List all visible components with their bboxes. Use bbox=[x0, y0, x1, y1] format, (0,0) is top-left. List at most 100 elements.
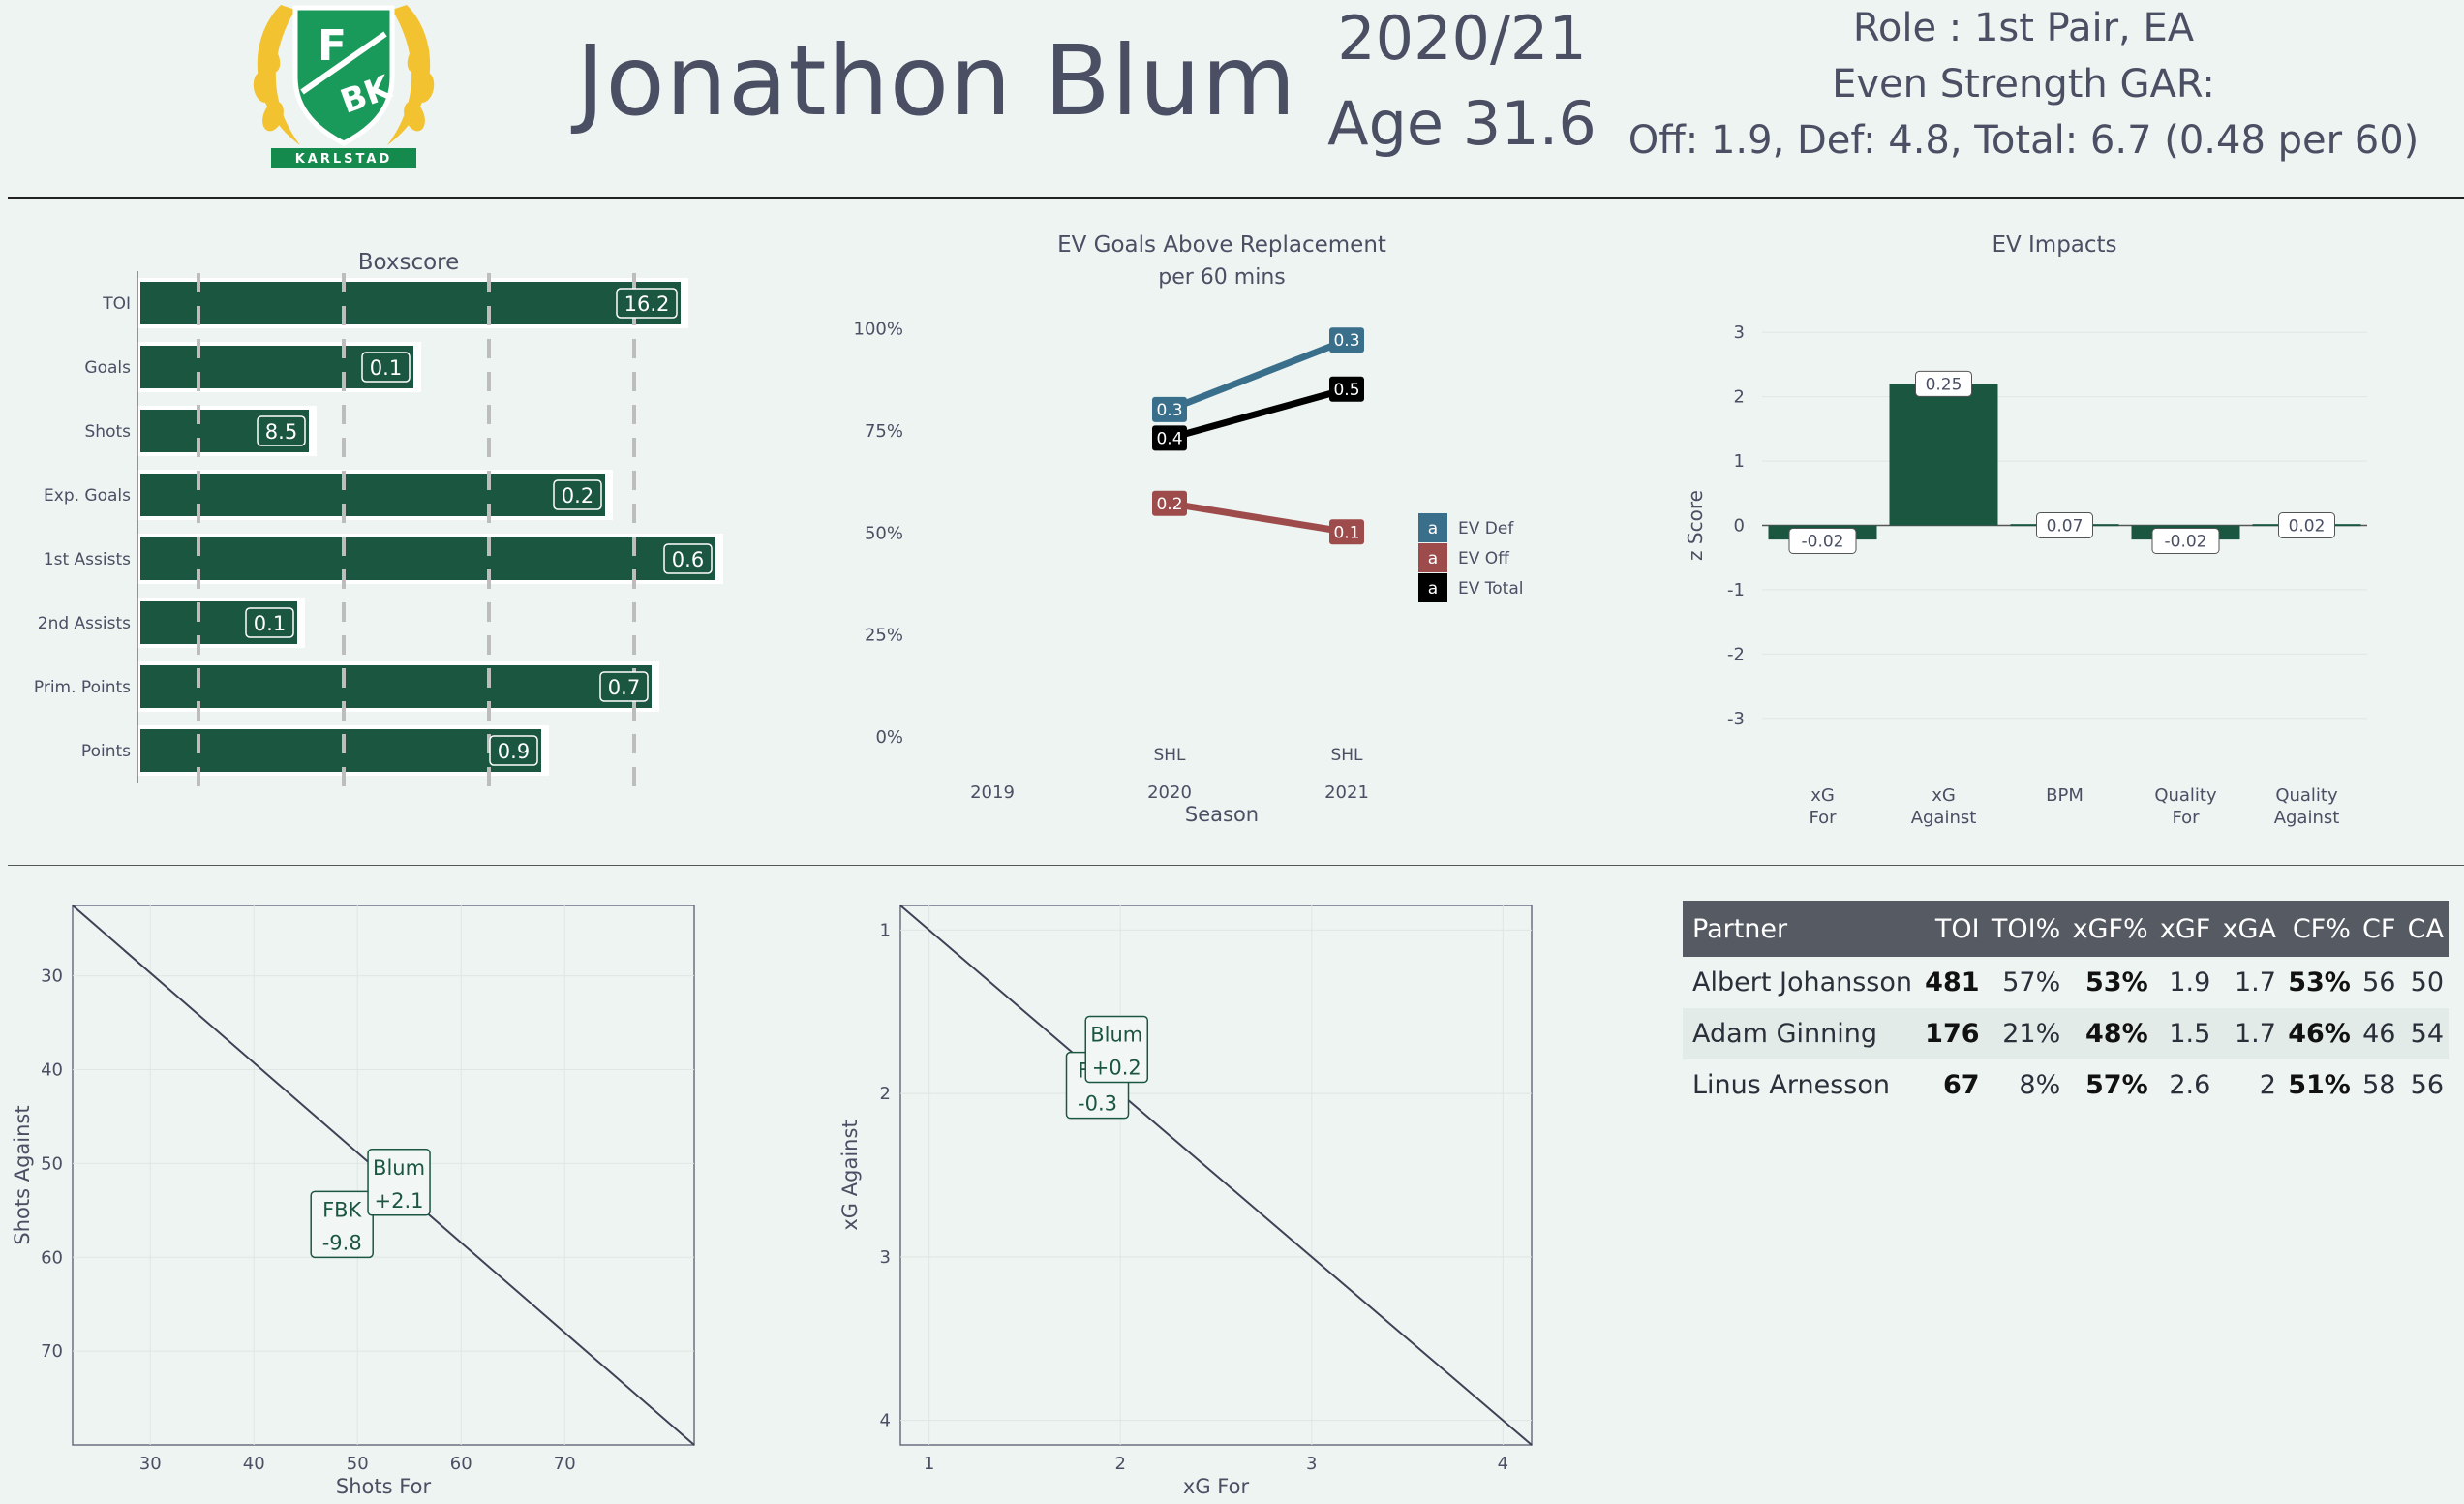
boxscore-value-box bbox=[553, 479, 602, 510]
table-cell: 2 bbox=[2259, 1070, 2276, 1100]
table-column-header: xGF bbox=[2153, 901, 2217, 957]
scatter-point-label: -9.8 bbox=[322, 1231, 362, 1254]
scatter-ylabel: xG Against bbox=[838, 1120, 862, 1230]
impacts-category-label: Against bbox=[2274, 808, 2340, 828]
gar-xtick-label: 2019 bbox=[970, 783, 1015, 803]
logo-banner-text: KARLSTAD bbox=[295, 152, 393, 167]
boxscore-value-box bbox=[663, 543, 713, 574]
shots-scatter-chart: 30 40 50 60 70 30 40 50 60 70 Shots For Shots Again… bbox=[11, 905, 695, 1498]
table-column-header: xGA bbox=[2216, 901, 2282, 957]
boxscore-chart: Boxscore TOI Goals Shots Exp. Goals 1st Assis… bbox=[34, 250, 723, 792]
impacts-ytick-label: 0 bbox=[1734, 516, 1745, 537]
boxscore-value-box bbox=[489, 735, 538, 766]
table-cell: 46% bbox=[2281, 1008, 2357, 1059]
impacts-value-box bbox=[1788, 528, 1857, 554]
gar-point-label: 0.5 bbox=[1333, 381, 1359, 400]
table-column-header: TOI% bbox=[1985, 901, 2067, 957]
gar-point-label-box bbox=[1329, 519, 1364, 545]
table-cell: 58 bbox=[2362, 1070, 2396, 1100]
table-cell: 57% bbox=[2085, 1070, 2148, 1100]
gar-legend-key-text: a bbox=[1428, 549, 1438, 568]
gar-point-label: 0.3 bbox=[1333, 331, 1359, 351]
table-cell: 50 bbox=[2410, 967, 2444, 998]
scatter-xlabel: xG For bbox=[1183, 1475, 1250, 1498]
gar-ytick-label: 75% bbox=[865, 421, 903, 442]
scatter-point-label-box bbox=[1084, 1015, 1149, 1084]
impacts-category-label: For bbox=[1809, 808, 1837, 828]
table-cell: Linus Arnesson bbox=[1692, 1070, 1891, 1100]
table-cell: 1.7 bbox=[2235, 967, 2276, 998]
shield-icon bbox=[292, 5, 395, 146]
scatter-point-label: +0.2 bbox=[1092, 1057, 1141, 1080]
table-cell: 53% bbox=[2288, 967, 2351, 998]
boxscore-value-box bbox=[616, 288, 678, 319]
table-row: Linus Arnesson 67 8% 57% 2.6 2 51% 58 56 bbox=[1683, 1059, 2449, 1111]
partner-table: Partner TOI TOI% xGF% xGF xGA CF% CF CA Albert J… bbox=[1683, 901, 2449, 1111]
impacts-value-label: 0.07 bbox=[2047, 517, 2084, 537]
gar-ytick-label: 100% bbox=[854, 320, 903, 340]
gar-legend-label: EV Def bbox=[1458, 519, 1514, 538]
scatter-ytick-label: 50 bbox=[41, 1153, 63, 1174]
boxscore-bar bbox=[140, 537, 715, 580]
section-divider bbox=[8, 865, 2464, 866]
boxscore-bar bbox=[140, 474, 605, 516]
table-column-header: CF bbox=[2356, 901, 2402, 957]
boxscore-value-label: 0.7 bbox=[608, 676, 640, 699]
table-cell: 2.6 bbox=[2169, 1070, 2211, 1100]
table-cell: 54 bbox=[2401, 1008, 2449, 1059]
gar-point-label-box bbox=[1329, 376, 1364, 402]
boxscore-value-box bbox=[245, 607, 294, 638]
impacts-category-label: Quality bbox=[2154, 785, 2217, 806]
impacts-ytick-label: 2 bbox=[1734, 387, 1745, 408]
gar-values: Off: 1.9, Def: 4.8, Total: 6.7 (0.48 per… bbox=[1627, 118, 2419, 163]
scatter-point-label: -0.3 bbox=[1078, 1092, 1117, 1116]
impacts-title: EV Impacts bbox=[1992, 232, 2116, 258]
scatter-point-label: +2.1 bbox=[375, 1189, 424, 1212]
boxscore-value-box bbox=[257, 415, 306, 446]
table-cell: 1.9 bbox=[2169, 967, 2211, 998]
boxscore-value-box bbox=[599, 671, 649, 702]
scatter-ytick-label: 2 bbox=[880, 1084, 891, 1104]
gar-series-line bbox=[1169, 500, 1348, 536]
impacts-category-label: xG bbox=[1932, 785, 1956, 806]
impacts-value-box bbox=[2036, 512, 2093, 538]
player-name: Jonathon Blum bbox=[576, 24, 1297, 138]
impacts-ytick-label: -1 bbox=[1727, 580, 1745, 600]
gar-point-label-box bbox=[1152, 425, 1187, 451]
gar-xlabel: Season bbox=[1185, 803, 1259, 826]
table-cell: 46 bbox=[2356, 1008, 2402, 1059]
table-cell: 1.7 bbox=[2216, 1008, 2282, 1059]
boxscore-category-label: TOI bbox=[102, 294, 131, 314]
table-cell: 51% bbox=[2288, 1070, 2351, 1100]
table-cell: 176 bbox=[1918, 1008, 1986, 1059]
boxscore-bar bbox=[140, 729, 541, 772]
scatter-point-label: Blum bbox=[373, 1156, 425, 1180]
scatter-ytick-label: 30 bbox=[41, 967, 63, 987]
table-cell: 21% bbox=[1985, 1008, 2067, 1059]
season-label: 2020/21 bbox=[1337, 3, 1587, 74]
table-cell: 8% bbox=[2019, 1070, 2061, 1100]
impacts-category-label: xG bbox=[1810, 785, 1835, 806]
gar-ytick-label: 50% bbox=[865, 523, 903, 543]
header-divider bbox=[8, 197, 2464, 199]
gar-point-label: 0.1 bbox=[1333, 523, 1359, 542]
boxscore-value-label: 0.1 bbox=[254, 612, 286, 635]
gar-legend-key-text: a bbox=[1428, 579, 1438, 599]
impacts-category-label: For bbox=[2172, 808, 2200, 828]
table-cell: 53% bbox=[2085, 967, 2148, 998]
boxscore-value-label: 0.1 bbox=[370, 356, 402, 380]
boxscore-value-label: 16.2 bbox=[624, 292, 670, 316]
table-header-row: Partner TOI TOI% xGF% xGF xGA CF% CF CA bbox=[1683, 901, 2449, 957]
gar-legend-label: EV Off bbox=[1458, 549, 1510, 568]
boxscore-category-label: 2nd Assists bbox=[38, 614, 131, 633]
table-cell: Adam Ginning bbox=[1683, 1008, 1919, 1059]
gar-series-line bbox=[1168, 336, 1349, 414]
impacts-ytick-label: -3 bbox=[1727, 709, 1745, 729]
scatter-xtick-label: 50 bbox=[347, 1454, 369, 1474]
gar-title: EV Goals Above Replacement bbox=[1057, 232, 1386, 258]
table-cell: 56 bbox=[2410, 1070, 2444, 1100]
scatter-xtick-label: 30 bbox=[139, 1454, 162, 1474]
scatter-ytick-label: 40 bbox=[41, 1060, 63, 1081]
